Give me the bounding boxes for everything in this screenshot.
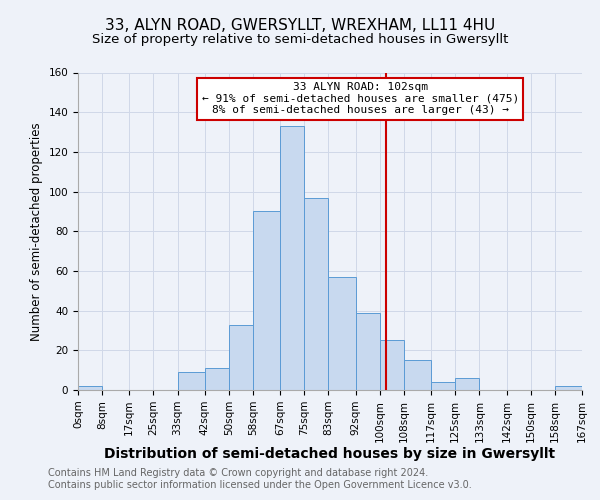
Bar [178, 372, 205, 390]
Y-axis label: Number of semi-detached properties: Number of semi-detached properties [30, 122, 43, 340]
X-axis label: Distribution of semi-detached houses by size in Gwersyllt: Distribution of semi-detached houses by … [104, 448, 556, 462]
Bar [328, 277, 356, 390]
Bar [229, 324, 253, 390]
Text: Contains HM Land Registry data © Crown copyright and database right 2024.: Contains HM Land Registry data © Crown c… [48, 468, 428, 477]
Bar [253, 212, 280, 390]
Text: Contains public sector information licensed under the Open Government Licence v3: Contains public sector information licen… [48, 480, 472, 490]
Bar [455, 378, 479, 390]
Bar [555, 386, 582, 390]
Bar [78, 386, 102, 390]
Text: 33, ALYN ROAD, GWERSYLLT, WREXHAM, LL11 4HU: 33, ALYN ROAD, GWERSYLLT, WREXHAM, LL11 … [105, 18, 495, 32]
Bar [205, 368, 229, 390]
Text: Size of property relative to semi-detached houses in Gwersyllt: Size of property relative to semi-detach… [92, 32, 508, 46]
Bar [356, 312, 380, 390]
Bar [304, 198, 328, 390]
Text: 33 ALYN ROAD: 102sqm
← 91% of semi-detached houses are smaller (475)
8% of semi-: 33 ALYN ROAD: 102sqm ← 91% of semi-detac… [202, 82, 519, 115]
Bar [380, 340, 404, 390]
Bar [280, 126, 304, 390]
Bar [404, 360, 431, 390]
Bar [431, 382, 455, 390]
